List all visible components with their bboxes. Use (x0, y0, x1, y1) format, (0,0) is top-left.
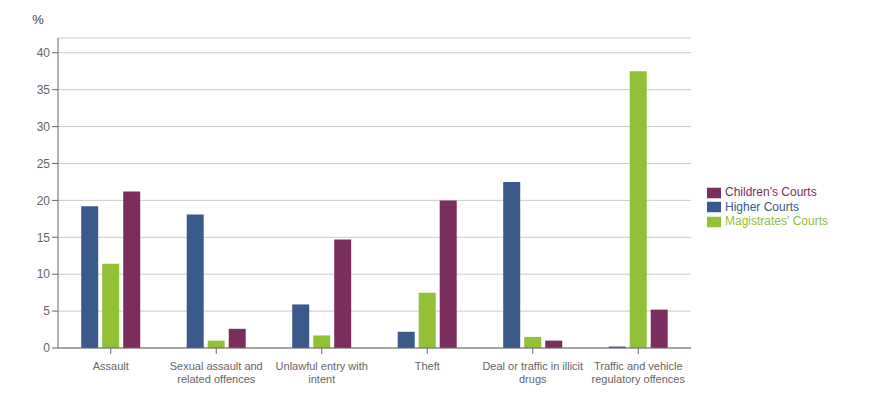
svg-text:%: % (32, 12, 44, 27)
svg-text:Traffic and vehicleregulatory: Traffic and vehicleregulatory offences (592, 360, 686, 385)
svg-text:Deal or traffic in illicitdrug: Deal or traffic in illicitdrugs (482, 360, 583, 385)
svg-text:15: 15 (37, 231, 51, 245)
svg-text:Assault: Assault (93, 360, 129, 372)
svg-text:0: 0 (43, 341, 50, 355)
svg-text:Sexual assault andrelated offe: Sexual assault andrelated offences (170, 360, 263, 385)
svg-text:Theft: Theft (415, 360, 440, 372)
svg-text:Unlawful entry withintent: Unlawful entry withintent (276, 360, 368, 385)
svg-text:35: 35 (37, 83, 51, 97)
svg-text:10: 10 (37, 267, 51, 281)
html-text:Higher Courts: Higher Courts (725, 199, 799, 214)
html-text:Magistrates' Courts: Magistrates' Courts (725, 214, 828, 229)
svg-text:40: 40 (37, 46, 51, 60)
svg-text:25: 25 (37, 157, 51, 171)
svg-text:30: 30 (37, 120, 51, 134)
svg-text:5: 5 (43, 304, 50, 318)
svg-text:20: 20 (37, 194, 51, 208)
html-text:Children's Courts: Children's Courts (725, 184, 817, 199)
